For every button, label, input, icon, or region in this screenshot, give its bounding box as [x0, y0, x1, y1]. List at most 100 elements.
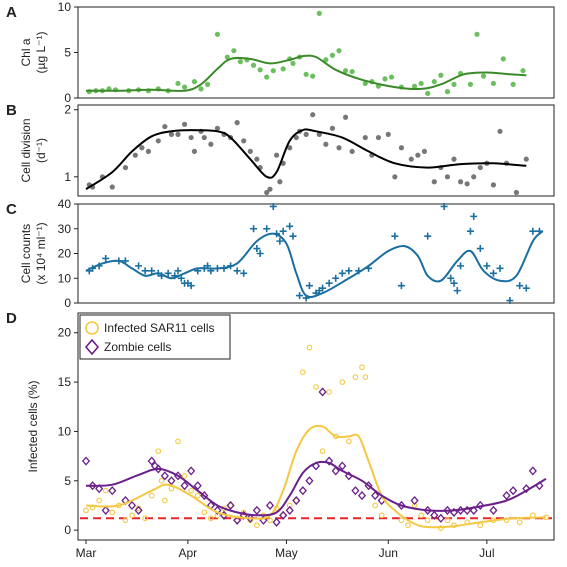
data-point — [329, 52, 336, 58]
panel-d-letter: D — [6, 310, 17, 327]
data-point — [175, 438, 181, 445]
data-point — [102, 487, 109, 494]
data-point — [345, 267, 353, 275]
ytick-label: 1 — [64, 170, 71, 184]
data-point — [431, 79, 437, 85]
data-point — [466, 227, 474, 235]
panel-b-ylabel-line2: (d⁻¹) — [34, 138, 48, 163]
data-point — [331, 466, 340, 476]
panel-b-letter: B — [6, 102, 17, 119]
data-point — [425, 90, 431, 97]
ytick-label: 20 — [58, 247, 72, 261]
data-point — [96, 497, 102, 504]
data-point — [338, 461, 347, 471]
panel-d-yticks: 0 5 10 15 20 — [58, 326, 78, 537]
panel-a-frame — [77, 6, 555, 99]
data-point — [168, 131, 175, 137]
data-point — [471, 174, 477, 180]
data-point — [175, 131, 181, 137]
data-point — [289, 232, 297, 240]
data-point — [264, 189, 270, 196]
data-point — [253, 245, 261, 253]
panel-c-ylabel-line1: Cell counts — [19, 224, 33, 283]
data-point — [155, 138, 161, 144]
panel-a-ylabel-line2: (µg L⁻¹) — [34, 32, 48, 74]
panel-a-yticks: 0 5 10 — [58, 0, 78, 105]
data-point — [227, 502, 234, 509]
data-point — [241, 138, 247, 144]
data-point — [398, 517, 405, 524]
data-point — [424, 232, 432, 240]
ytick-label: 40 — [58, 197, 72, 211]
data-point — [338, 269, 346, 277]
data-point — [349, 148, 355, 155]
data-point — [438, 72, 444, 78]
panel-c-yticks: 0 10 20 30 40 — [58, 197, 78, 310]
panel-d: D Infected cells (%) 0 5 10 15 20 Mar Apr May J… — [6, 310, 555, 560]
data-point — [305, 476, 314, 486]
data-point — [392, 174, 398, 180]
data-point — [397, 282, 405, 290]
data-point — [410, 495, 419, 506]
data-point — [470, 212, 478, 220]
data-point — [254, 522, 260, 529]
panel-d-xticks: Mar Apr May Jun Jul — [76, 540, 495, 560]
panel-c-letter: C — [6, 201, 17, 218]
panel-b-points — [86, 112, 529, 196]
data-point — [510, 81, 516, 87]
data-point — [233, 267, 241, 275]
data-point — [528, 466, 537, 476]
data-point — [342, 68, 349, 74]
ytick-label: 10 — [58, 271, 72, 285]
data-point — [372, 502, 378, 509]
panel-c-points — [85, 202, 543, 305]
data-point — [213, 505, 222, 515]
data-point — [142, 515, 148, 522]
data-point — [264, 74, 270, 80]
data-point — [191, 79, 198, 85]
data-point — [362, 374, 369, 381]
data-point — [313, 384, 319, 390]
data-point — [326, 389, 332, 395]
data-point — [443, 505, 452, 515]
data-point — [408, 156, 414, 162]
data-point — [102, 254, 110, 262]
data-point — [237, 59, 244, 65]
data-point — [336, 48, 342, 54]
data-point — [148, 492, 155, 499]
data-point — [325, 279, 333, 287]
data-point — [214, 125, 221, 131]
data-point — [513, 189, 520, 196]
data-point — [122, 164, 129, 171]
data-point — [139, 145, 145, 151]
data-point — [292, 495, 301, 506]
data-point — [520, 68, 526, 74]
data-point — [250, 62, 257, 68]
data-point — [529, 227, 537, 235]
data-point — [276, 237, 284, 245]
panel-c-frame — [77, 203, 555, 304]
panel-c: C Cell counts (x 10⁴ ml⁻¹) 0 10 20 30 40 — [6, 197, 555, 310]
zombie-points — [81, 387, 544, 527]
legend-label-sar11: Infected SAR11 cells — [104, 321, 215, 335]
data-point — [371, 491, 380, 501]
data-point — [191, 148, 198, 155]
xtick-label: Jun — [379, 546, 398, 560]
data-point — [357, 491, 367, 501]
data-point — [233, 515, 242, 525]
data-point — [180, 481, 189, 491]
data-point — [516, 282, 524, 290]
data-point — [95, 484, 104, 494]
data-point — [177, 274, 185, 282]
xtick-label: Jul — [479, 546, 494, 560]
data-point — [418, 80, 424, 87]
data-point — [263, 225, 271, 233]
ytick-label: 0 — [64, 523, 71, 537]
data-point — [162, 123, 168, 130]
data-point — [382, 76, 388, 82]
zombie-fit-line — [85, 460, 547, 517]
data-point — [132, 152, 138, 158]
data-point — [352, 374, 359, 381]
data-point — [193, 481, 202, 491]
